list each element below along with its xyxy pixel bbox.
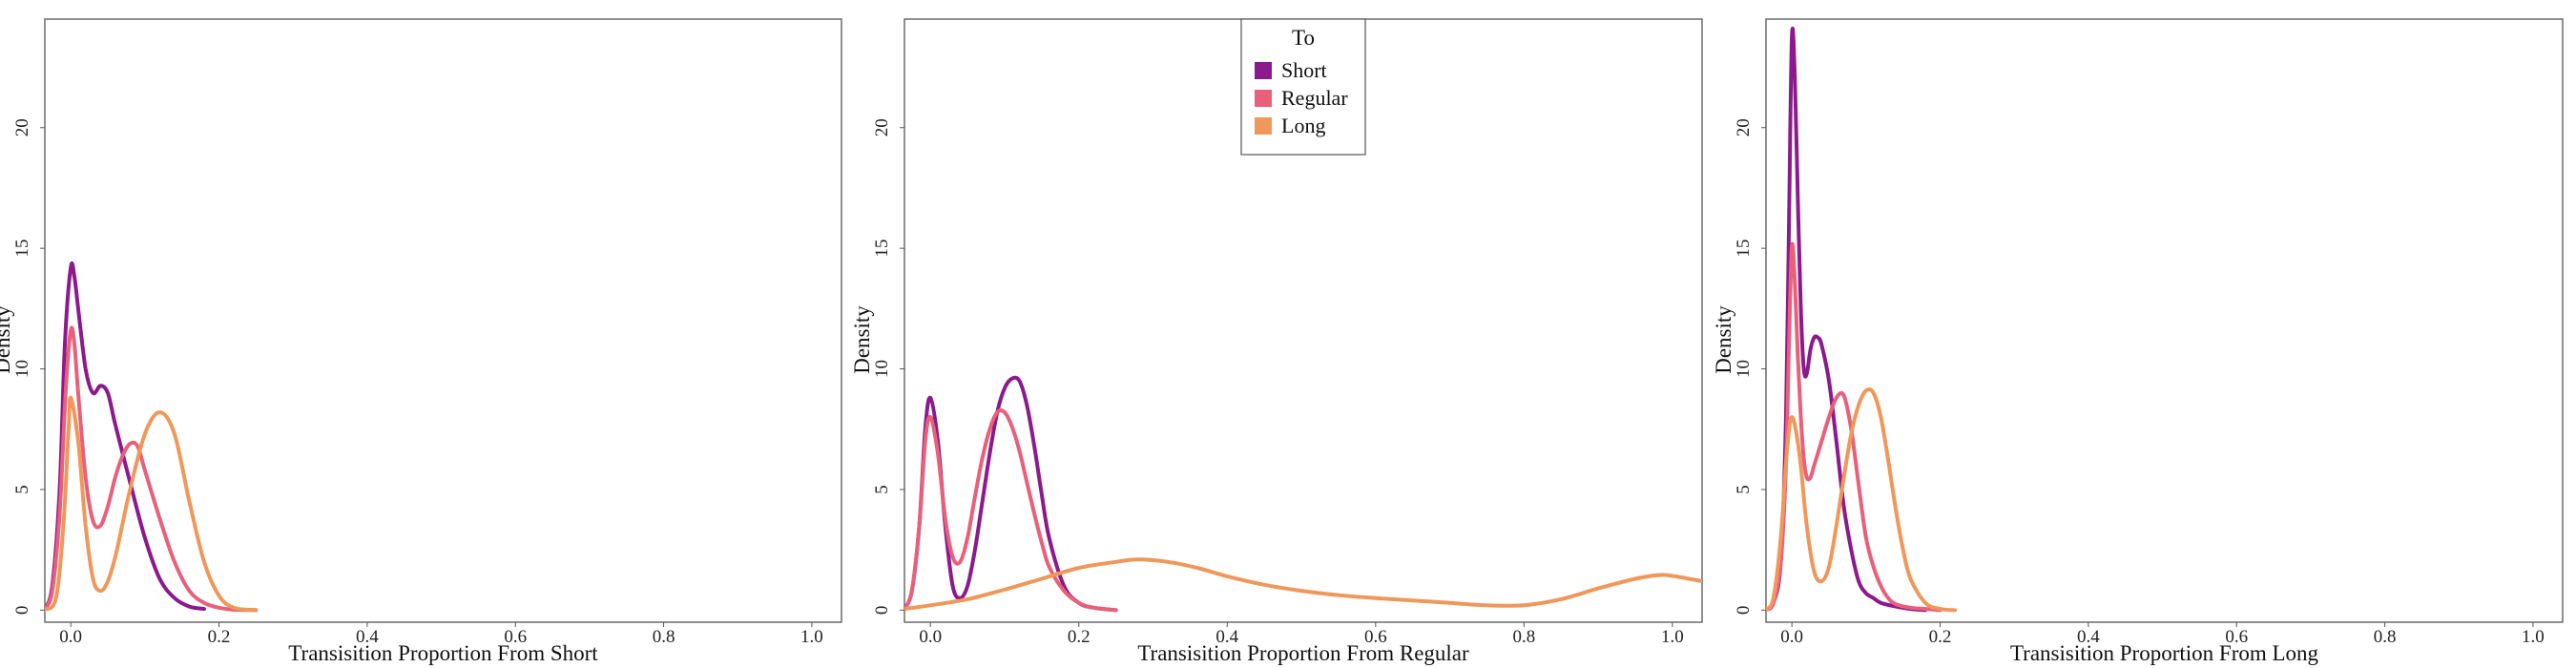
density-curve-short: [1766, 26, 1927, 613]
y-tick-label: 0: [1734, 606, 1754, 616]
x-tick-label: 1.0: [800, 627, 823, 647]
x-axis-title: Transisition Proportion From Regular: [1137, 641, 1469, 665]
legend-swatch-short: [1255, 62, 1272, 79]
y-tick-label: 20: [12, 118, 32, 136]
x-tick-label: 0.0: [1780, 627, 1803, 647]
y-tick-label: 15: [12, 240, 32, 258]
y-tick-label: 5: [1734, 485, 1754, 494]
legend-swatch-long: [1255, 117, 1272, 135]
x-tick-label: 0.4: [2077, 627, 2100, 647]
y-axis-title: Density: [0, 305, 14, 374]
x-tick-label: 0.8: [2374, 627, 2397, 647]
y-tick-label: 20: [872, 118, 892, 136]
legend-title: To: [1292, 26, 1315, 50]
x-tick-label: 0.2: [1929, 627, 1952, 647]
x-tick-label: 0.0: [919, 627, 942, 647]
x-tick-label: 0.6: [2225, 627, 2248, 647]
x-tick-label: 1.0: [2522, 627, 2545, 647]
x-tick-label: 1.0: [1661, 627, 1684, 647]
y-tick-label: 5: [12, 485, 32, 494]
x-tick-label: 0.6: [1364, 627, 1387, 647]
x-tick-label: 0.8: [1512, 627, 1535, 647]
x-tick-label: 0.8: [653, 627, 675, 647]
plot-frame: [1765, 18, 2564, 623]
plot-frame: [44, 18, 842, 623]
x-axis-title: Transisition Proportion From Long: [2010, 641, 2319, 665]
density-curve-long: [904, 557, 1702, 612]
x-tick-label: 0.4: [1215, 627, 1238, 647]
density-curve-short: [45, 261, 206, 612]
density-curve-regular: [904, 408, 1118, 613]
y-tick-label: 10: [872, 360, 892, 378]
y-axis-title: Density: [850, 305, 874, 374]
density-curve-regular: [45, 325, 259, 613]
density-panel-1: 0.0 0.2 0.4 0.6 0.8 1.0 0 5 10 15 20 Transisition P…: [0, 18, 842, 665]
x-tick-label: 0.0: [59, 627, 82, 647]
legend-label-regular: Regular: [1281, 86, 1348, 110]
density-curve-regular: [1766, 241, 1942, 613]
density-panel-3: 0.0 0.2 0.4 0.6 0.8 1.0 0 5 10 15 20 Transisition P…: [1712, 18, 2564, 665]
x-tick-label: 0.4: [356, 627, 379, 647]
legend-label-long: Long: [1281, 114, 1325, 137]
y-tick-label: 0: [872, 606, 892, 616]
x-tick-label: 0.6: [504, 627, 527, 647]
y-tick-label: 15: [1734, 240, 1754, 258]
legend: To Short Regular Long: [1240, 18, 1366, 156]
x-tick-label: 0.2: [1068, 627, 1091, 647]
series-group: [904, 375, 1702, 613]
x-axis-title: Transisition Proportion From Short: [288, 641, 598, 665]
legend-swatch-regular: [1255, 90, 1272, 107]
series-group: [45, 261, 259, 613]
density-curve-long: [45, 395, 259, 613]
series-group: [1766, 26, 1958, 613]
legend-label-short: Short: [1281, 58, 1327, 82]
y-tick-label: 0: [12, 606, 32, 616]
y-tick-label: 10: [12, 360, 32, 378]
y-tick-label: 15: [872, 240, 892, 258]
density-curve-long: [1766, 386, 1958, 613]
y-tick-label: 10: [1734, 360, 1754, 378]
y-tick-label: 20: [1734, 118, 1754, 136]
density-panel-2: 0.0 0.2 0.4 0.6 0.8 1.0 0 5 10 15 20 Transisition P…: [850, 18, 1703, 665]
x-tick-label: 0.2: [208, 627, 231, 647]
y-tick-label: 5: [872, 485, 892, 494]
density-curve-short: [904, 375, 1118, 613]
y-axis-title: Density: [1712, 305, 1735, 374]
